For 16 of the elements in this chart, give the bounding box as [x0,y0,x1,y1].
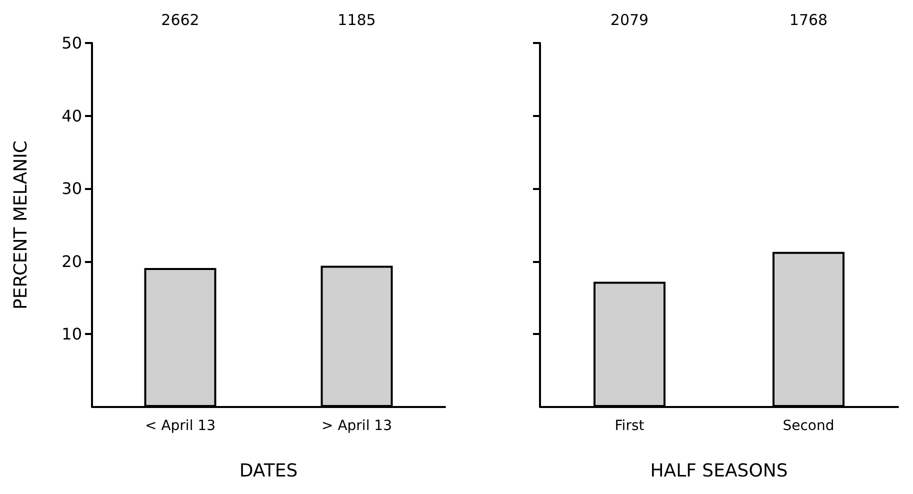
y-tick-label: 30 [62,179,82,198]
y-tick-label: 50 [62,34,82,52]
y-axis-title: PERCENT MELANIC [10,140,32,310]
text: 2662 [161,11,200,29]
text: 1185 [338,11,376,29]
text: 2079 [610,11,649,29]
x-axis-title: HALF SEASONS [650,460,788,482]
x-axis-title: DATES [239,460,298,482]
y-tick-label: 10 [62,324,82,344]
x-tick-label: Second [782,418,834,434]
x-tick-label: < April 13 [145,418,216,434]
x-tick-label: > April 13 [322,418,392,434]
y-tick-label: 20 [62,252,82,271]
x-tick-label: First [614,418,645,434]
text: 1768 [789,11,828,29]
y-tick-label: 40 [62,106,82,126]
